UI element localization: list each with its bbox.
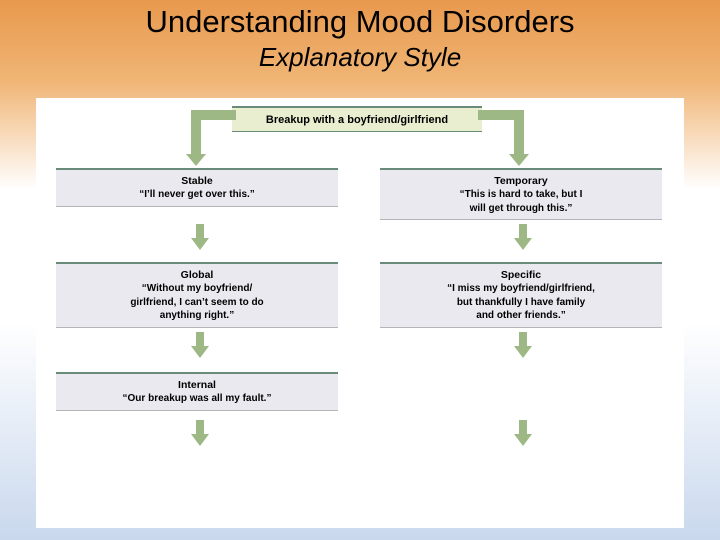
down-arrow-icon bbox=[191, 332, 209, 358]
page-title: Understanding Mood Disorders bbox=[0, 4, 720, 40]
flow-diagram: Breakup with a boyfriend/girlfriend Stab… bbox=[36, 98, 684, 528]
down-arrow-icon bbox=[191, 420, 209, 446]
box-quote: “This is hard to take, but Iwill get thr… bbox=[388, 188, 654, 215]
box-global: Global “Without my boyfriend/girlfriend,… bbox=[56, 262, 338, 328]
box-quote: “I’ll never get over this.” bbox=[64, 188, 330, 202]
box-title: Stable bbox=[64, 174, 330, 188]
down-arrow-icon bbox=[514, 332, 532, 358]
box-specific: Specific “I miss my boyfriend/girlfriend… bbox=[380, 262, 662, 328]
down-arrow-icon bbox=[191, 224, 209, 250]
box-title: Internal bbox=[64, 378, 330, 392]
box-quote: “Our breakup was all my fault.” bbox=[64, 392, 330, 406]
box-quote: “Without my boyfriend/girlfriend, I can’… bbox=[64, 282, 330, 323]
box-temporary: Temporary “This is hard to take, but Iwi… bbox=[380, 168, 662, 220]
box-quote: “I miss my boyfriend/girlfriend,but than… bbox=[388, 282, 654, 323]
box-title: Specific bbox=[388, 268, 654, 282]
page-subtitle: Explanatory Style bbox=[0, 42, 720, 73]
box-title: Temporary bbox=[388, 174, 654, 188]
down-arrow-icon bbox=[514, 224, 532, 250]
event-box: Breakup with a boyfriend/girlfriend bbox=[232, 106, 482, 132]
box-stable: Stable “I’ll never get over this.” bbox=[56, 168, 338, 207]
down-arrow-icon bbox=[514, 420, 532, 446]
box-internal: Internal “Our breakup was all my fault.” bbox=[56, 372, 338, 411]
box-title: Global bbox=[64, 268, 330, 282]
header: Understanding Mood Disorders Explanatory… bbox=[0, 0, 720, 73]
